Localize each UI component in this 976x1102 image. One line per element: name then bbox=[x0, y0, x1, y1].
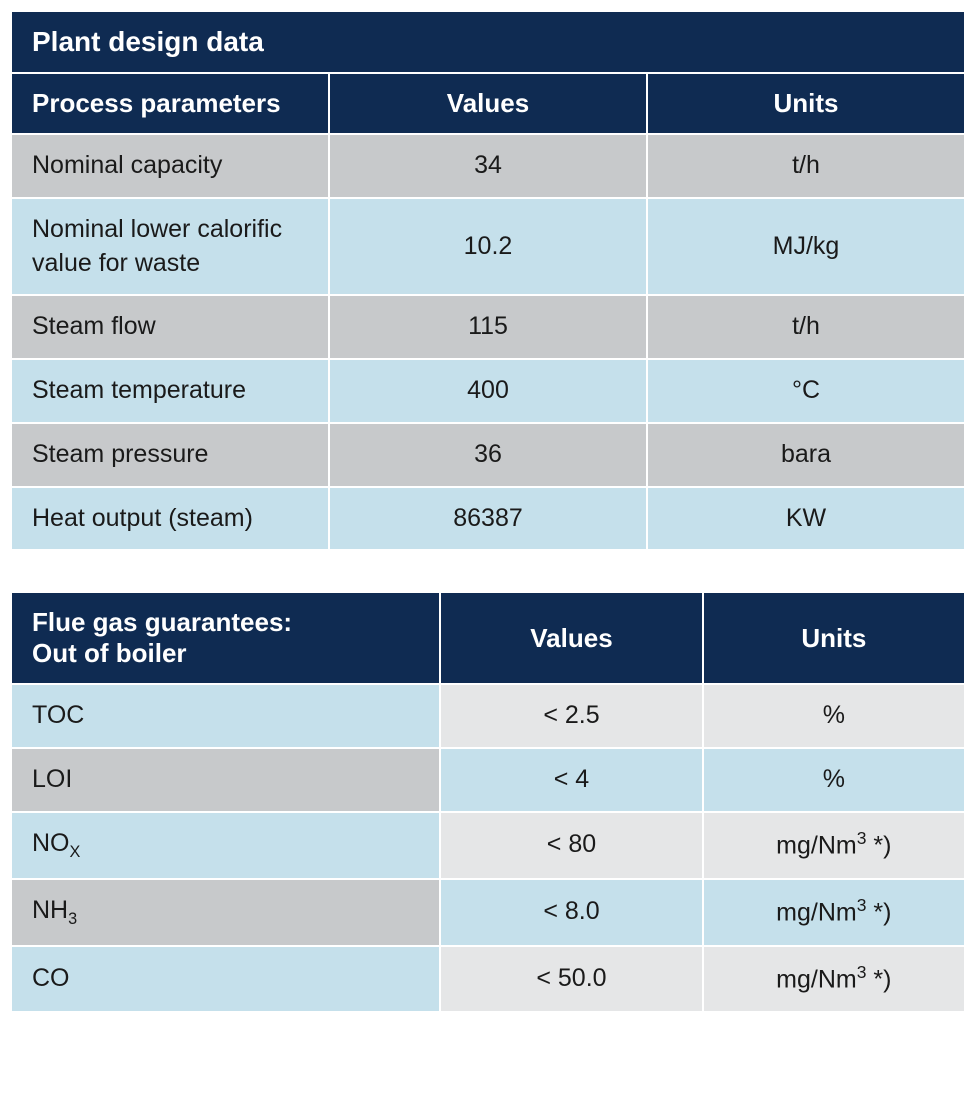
cell-value: 36 bbox=[329, 423, 647, 487]
cell-value: < 80 bbox=[440, 812, 702, 879]
cell-unit: MJ/kg bbox=[647, 198, 965, 296]
cell-value: < 4 bbox=[440, 748, 702, 812]
table-header-row: Flue gas guarantees: Out of boiler Value… bbox=[11, 592, 965, 684]
cell-param: Heat output (steam) bbox=[11, 487, 329, 551]
col-header-unit: Units bbox=[647, 73, 965, 134]
col-header-unit: Units bbox=[703, 592, 965, 684]
cell-param: Nominal capacity bbox=[11, 134, 329, 198]
cell-param: NOX bbox=[11, 812, 440, 879]
cell-value: < 8.0 bbox=[440, 879, 702, 946]
cell-param: LOI bbox=[11, 748, 440, 812]
plant-design-table: Plant design data Process parameters Val… bbox=[10, 10, 966, 551]
col-header-param: Process parameters bbox=[11, 73, 329, 134]
cell-param: NH3 bbox=[11, 879, 440, 946]
table-title: Plant design data bbox=[11, 11, 965, 73]
col-header-value: Values bbox=[440, 592, 702, 684]
table-row: Nominal lower calorific value for waste1… bbox=[11, 198, 965, 296]
table-body-0: Nominal capacity34t/hNominal lower calor… bbox=[11, 134, 965, 550]
cell-unit: t/h bbox=[647, 134, 965, 198]
table-header-row: Process parameters Values Units bbox=[11, 73, 965, 134]
cell-unit: % bbox=[703, 684, 965, 748]
table-row: Steam flow115t/h bbox=[11, 295, 965, 359]
flue-gas-table: Flue gas guarantees: Out of boiler Value… bbox=[10, 591, 966, 1012]
cell-param: Steam flow bbox=[11, 295, 329, 359]
cell-unit: °C bbox=[647, 359, 965, 423]
cell-value: 10.2 bbox=[329, 198, 647, 296]
table-row: Steam pressure36bara bbox=[11, 423, 965, 487]
table-row: Steam temperature400°C bbox=[11, 359, 965, 423]
table-row: Heat output (steam)86387KW bbox=[11, 487, 965, 551]
table-row: NH3< 8.0mg/Nm3 *) bbox=[11, 879, 965, 946]
table-row: Nominal capacity34t/h bbox=[11, 134, 965, 198]
cell-unit: mg/Nm3 *) bbox=[703, 879, 965, 946]
table-row: LOI< 4% bbox=[11, 748, 965, 812]
cell-unit: % bbox=[703, 748, 965, 812]
cell-value: 115 bbox=[329, 295, 647, 359]
cell-value: 86387 bbox=[329, 487, 647, 551]
cell-unit: t/h bbox=[647, 295, 965, 359]
cell-param: CO bbox=[11, 946, 440, 1012]
cell-unit: KW bbox=[647, 487, 965, 551]
cell-value: 400 bbox=[329, 359, 647, 423]
cell-value: < 50.0 bbox=[440, 946, 702, 1012]
cell-param: Nominal lower calorific value for waste bbox=[11, 198, 329, 296]
cell-param: TOC bbox=[11, 684, 440, 748]
table-title-row: Plant design data bbox=[11, 11, 965, 73]
cell-unit: mg/Nm3 *) bbox=[703, 946, 965, 1012]
table-row: TOC< 2.5% bbox=[11, 684, 965, 748]
table-body-1: TOC< 2.5%LOI< 4%NOX< 80mg/Nm3 *)NH3< 8.0… bbox=[11, 684, 965, 1011]
table-title: Flue gas guarantees: Out of boiler bbox=[11, 592, 440, 684]
cell-unit: bara bbox=[647, 423, 965, 487]
cell-value: < 2.5 bbox=[440, 684, 702, 748]
cell-unit: mg/Nm3 *) bbox=[703, 812, 965, 879]
cell-param: Steam temperature bbox=[11, 359, 329, 423]
cell-value: 34 bbox=[329, 134, 647, 198]
table-row: CO< 50.0mg/Nm3 *) bbox=[11, 946, 965, 1012]
col-header-value: Values bbox=[329, 73, 647, 134]
cell-param: Steam pressure bbox=[11, 423, 329, 487]
table-row: NOX< 80mg/Nm3 *) bbox=[11, 812, 965, 879]
